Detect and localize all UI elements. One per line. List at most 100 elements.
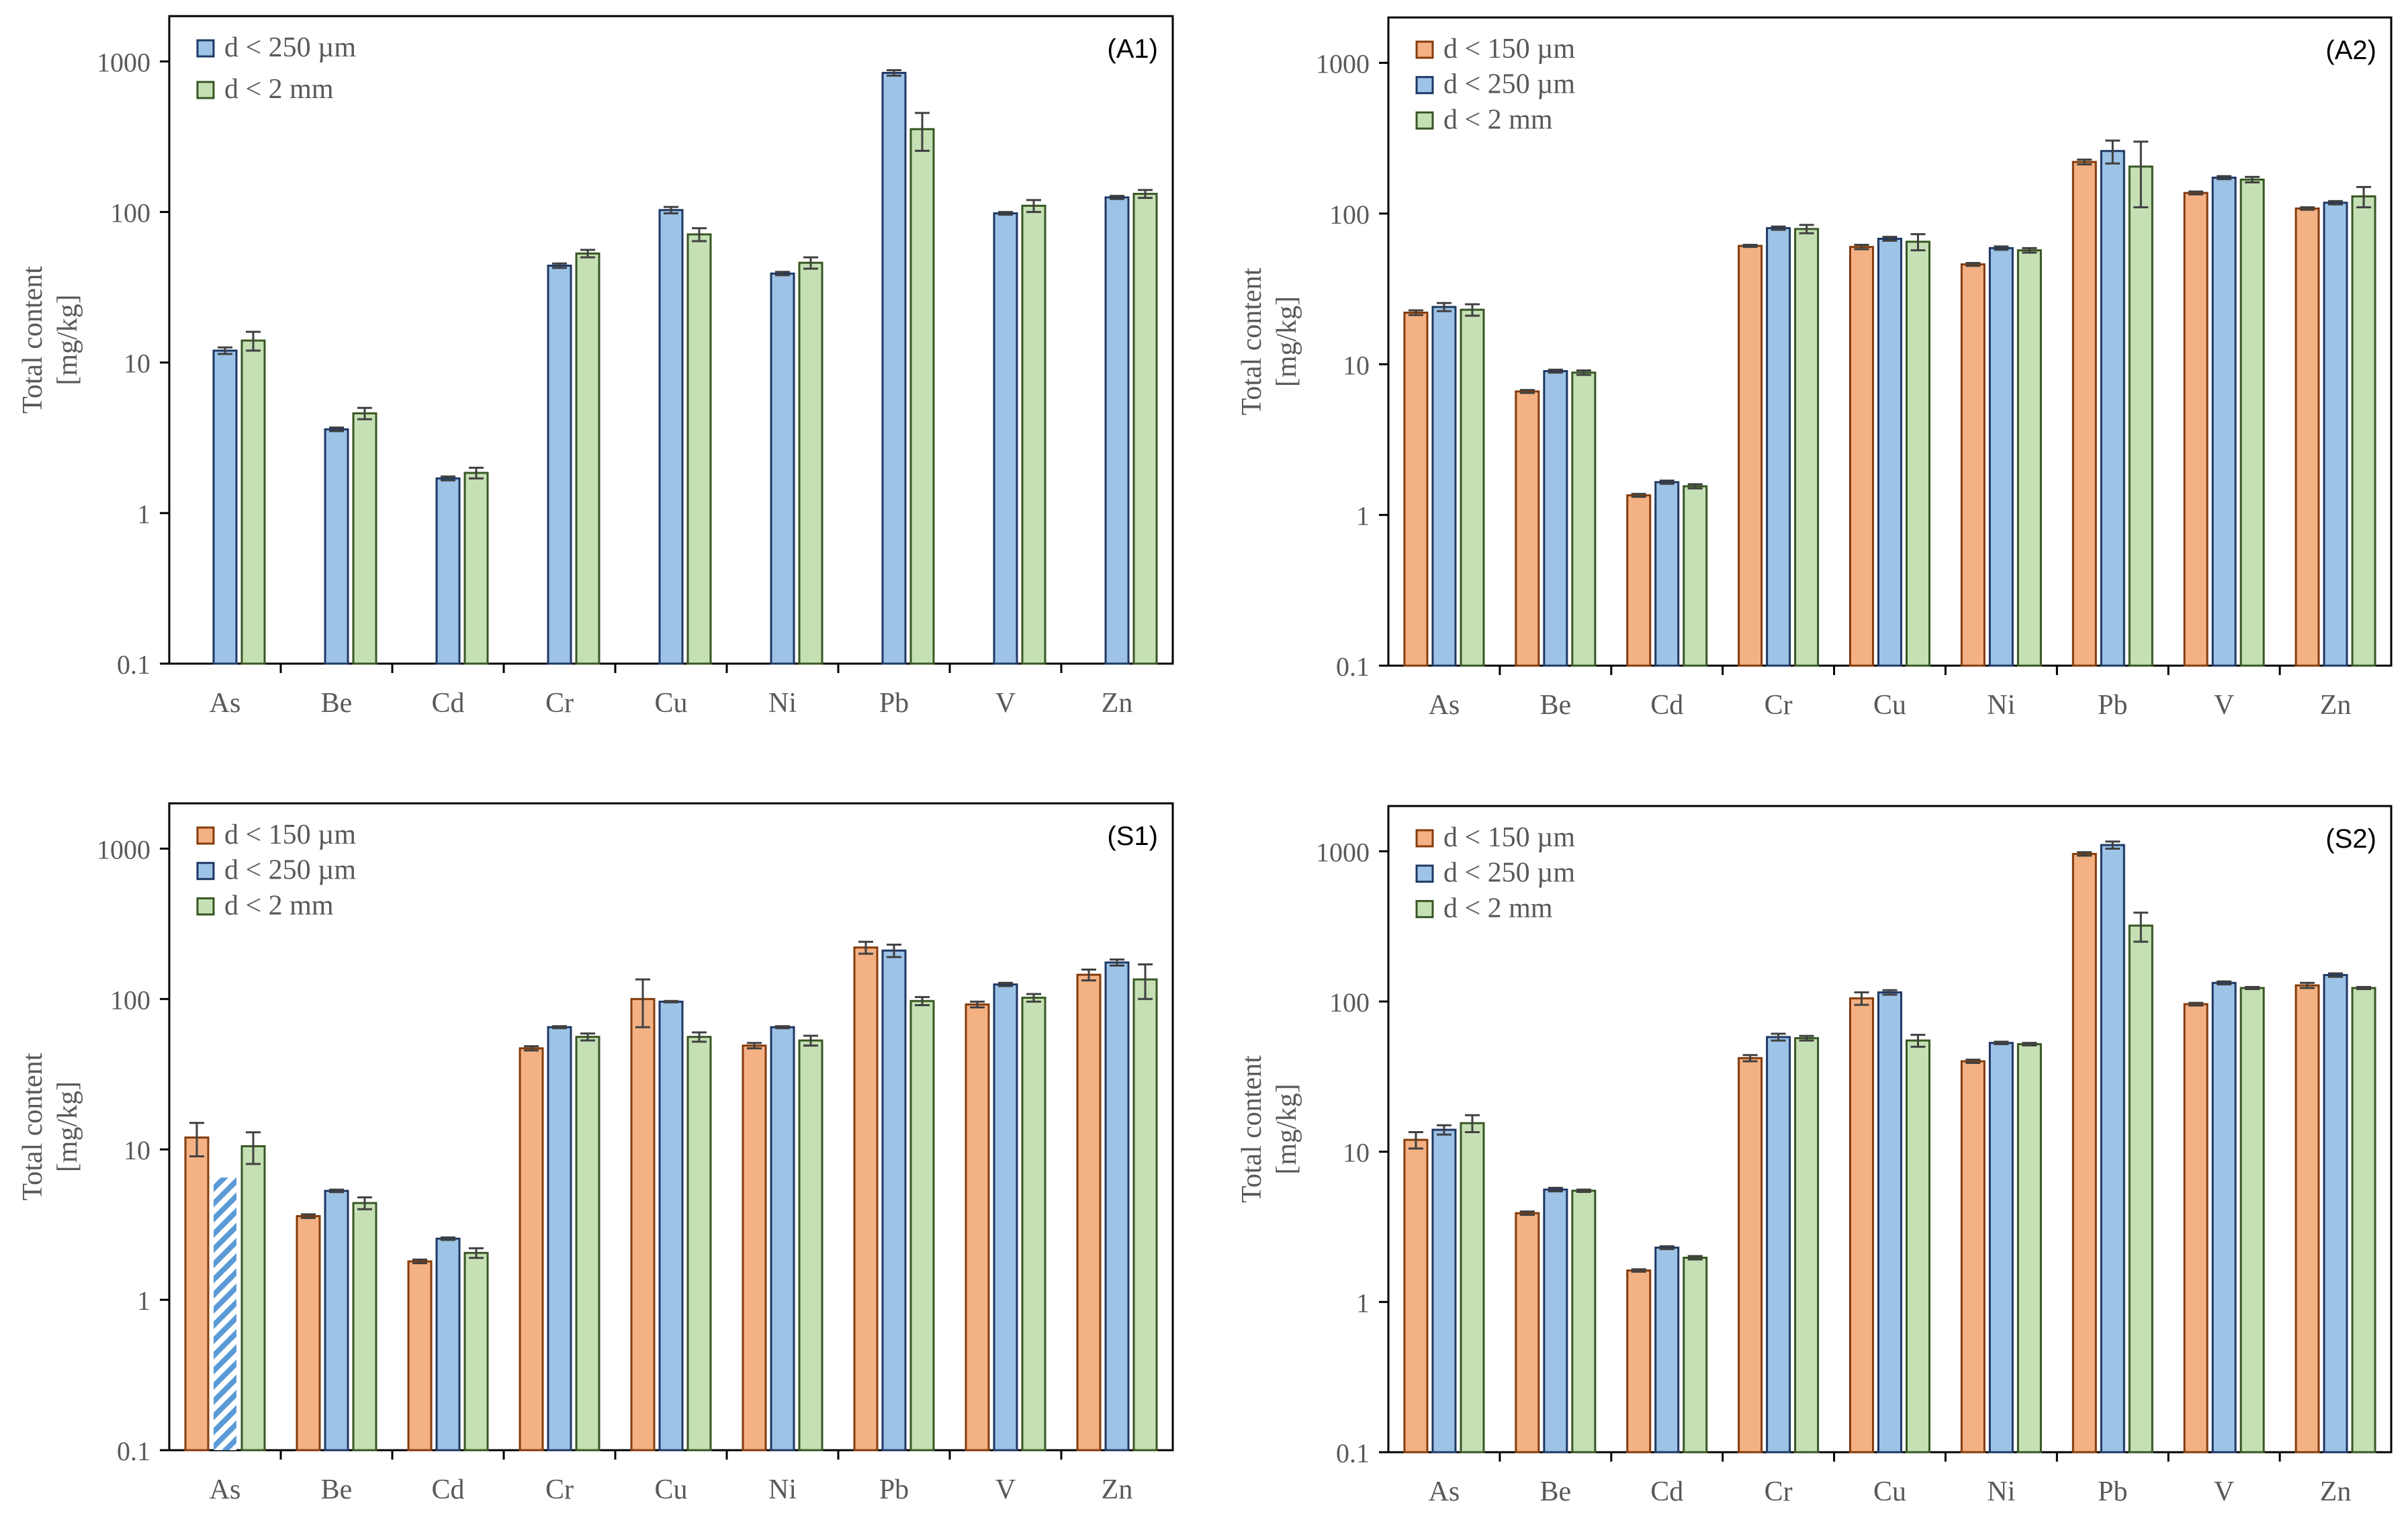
legend-label-d150: d < 150 µm — [1443, 34, 1575, 64]
x-tick-label: Cu — [654, 1474, 687, 1505]
bar-d250 — [2323, 974, 2348, 1454]
bar-d250 — [1877, 237, 1902, 667]
legend-label-d250: d < 250 µm — [224, 855, 356, 886]
bar-d2mm — [463, 1251, 489, 1452]
x-tick-label: Pb — [2098, 690, 2127, 721]
bar-d250 — [1766, 227, 1791, 667]
x-tick-label: Be — [1540, 1476, 1572, 1507]
y-tick-label: 100 — [1329, 987, 1370, 1018]
y-axis-title: [mg/kg] — [52, 294, 83, 385]
bar-d250 — [1654, 1246, 1680, 1454]
bar-d150 — [1738, 244, 1763, 667]
bar-d2mm — [2128, 924, 2153, 1454]
bar-d250 — [212, 349, 238, 665]
bar-d2mm — [575, 1036, 600, 1452]
x-tick-label: Cr — [545, 1474, 574, 1505]
chart-panel-2: 0.1 1 10 100 1000 Total content [mg/kg] As Be Cd C… — [17, 802, 1174, 1505]
legend-swatch-d150 — [1415, 829, 1434, 848]
x-tick-label: As — [1429, 690, 1460, 721]
y-tick-label: 0.1 — [1336, 1438, 1370, 1468]
x-tick-label: V — [995, 688, 1016, 719]
bar-d2mm — [2016, 249, 2042, 667]
bar-d250 — [547, 1026, 572, 1452]
x-tick-label: Be — [321, 1474, 353, 1505]
y-tick-label: 100 — [1329, 199, 1370, 230]
x-tick-label: V — [2214, 1476, 2234, 1507]
bar-d150 — [1515, 1212, 1540, 1454]
legend-swatch-d250 — [196, 39, 215, 58]
legend-label-d150: d < 150 µm — [1443, 822, 1575, 853]
bar-d150 — [2294, 984, 2320, 1454]
y-tick-label: 1000 — [1316, 49, 1370, 79]
bar-d2mm — [1460, 1122, 1485, 1454]
bar-d150 — [1960, 263, 1986, 667]
x-tick-label: Be — [1540, 690, 1572, 721]
legend-swatch-d150 — [196, 826, 215, 845]
x-tick-label: Cr — [545, 688, 574, 719]
bar-d150 — [1849, 246, 1874, 667]
x-tick-label: V — [2214, 690, 2234, 721]
bar-d2mm — [1571, 371, 1597, 667]
bar-d150 — [1076, 973, 1102, 1452]
bar-d2mm — [1132, 193, 1158, 665]
x-tick-label: Zn — [2320, 1476, 2352, 1507]
legend-label-d250: d < 250 µm — [1443, 858, 1575, 889]
bar-d250 — [658, 209, 684, 665]
legend-label-d250: d < 250 µm — [224, 32, 356, 63]
bar-d2mm — [686, 1036, 712, 1452]
bar-d2mm — [1021, 996, 1046, 1452]
y-tick-label: 1000 — [1316, 837, 1370, 867]
bar-d150 — [407, 1260, 433, 1452]
x-tick-label: Cd — [1650, 690, 1683, 721]
bar-d250 — [1988, 1042, 2014, 1454]
bar-d250 — [1654, 481, 1680, 667]
bar-d250 — [1104, 196, 1130, 665]
bar-d2mm — [798, 261, 823, 665]
x-tick-label: Ni — [1987, 1476, 2015, 1507]
x-tick-label: As — [1429, 1476, 1460, 1507]
chart-panel-0: 0.1 1 10 100 1000 Total content [mg/kg] As Be Cd C… — [17, 15, 1174, 719]
bar-d2mm — [352, 1202, 377, 1452]
x-tick-label: As — [210, 1474, 241, 1505]
bar-d150 — [1849, 997, 1874, 1454]
y-axis-title: [mg/kg] — [52, 1081, 83, 1172]
y-tick-label: 1000 — [97, 834, 150, 864]
y-tick-label: 100 — [110, 985, 150, 1015]
bar-d150 — [2183, 191, 2209, 667]
y-tick-label: 10 — [1343, 1138, 1370, 1168]
bar-d2mm — [2239, 178, 2265, 667]
panel-label: (A2) — [2325, 36, 2376, 65]
bar-d2mm — [798, 1039, 823, 1452]
bar-d250 — [2323, 202, 2348, 667]
bar-d150 — [853, 946, 879, 1452]
bar-d250 — [1104, 961, 1130, 1452]
y-tick-label: 100 — [110, 198, 150, 228]
bar-d2mm — [1906, 1039, 1930, 1454]
bar-d250 — [2211, 981, 2237, 1454]
bar-d250 — [214, 1177, 236, 1450]
bar-d250 — [770, 272, 795, 665]
y-tick-label: 1 — [137, 499, 150, 529]
bar-d2mm — [575, 252, 600, 665]
chart-panel-1: 0.1 1 10 100 1000 Total content [mg/kg] As Be Cd C… — [1237, 16, 2393, 721]
bar-d2mm — [1460, 308, 1485, 667]
bar-d150 — [1738, 1057, 1763, 1454]
bar-d250 — [2100, 150, 2125, 667]
bar-d2mm — [2016, 1043, 2042, 1454]
bar-d150 — [1626, 1269, 1652, 1454]
x-tick-label: Ni — [1987, 690, 2015, 721]
legend-label-d150: d < 150 µm — [224, 819, 356, 850]
bar-d150 — [1403, 1139, 1429, 1454]
y-tick-label: 1 — [1356, 501, 1370, 531]
y-tick-label: 1000 — [97, 47, 150, 77]
bar-d2mm — [1021, 204, 1046, 665]
y-tick-label: 10 — [124, 1135, 150, 1165]
x-tick-label: Pb — [879, 688, 909, 719]
x-tick-label: V — [995, 1474, 1016, 1505]
bar-d250 — [881, 949, 907, 1452]
legend-swatch-d2mm — [196, 81, 215, 99]
bar-d250 — [658, 1000, 684, 1452]
x-tick-label: Pb — [2098, 1476, 2127, 1507]
bar-d150 — [2183, 1003, 2209, 1454]
